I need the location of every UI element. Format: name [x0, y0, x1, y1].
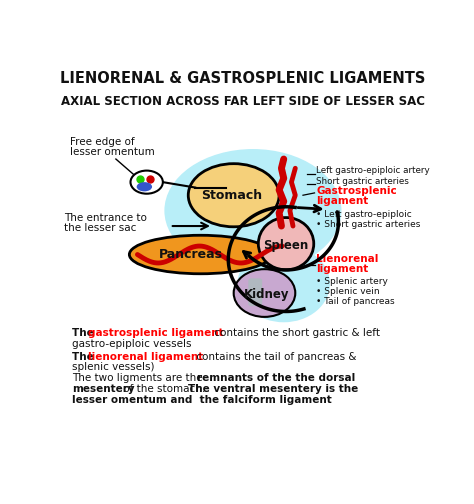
Text: ligament: ligament — [316, 197, 368, 207]
Text: Pancreas: Pancreas — [159, 248, 223, 261]
Ellipse shape — [237, 245, 330, 322]
Text: LIENORENAL & GASTROSPLENIC LIGAMENTS: LIENORENAL & GASTROSPLENIC LIGAMENTS — [60, 71, 426, 86]
Text: splenic vessels): splenic vessels) — [72, 362, 155, 372]
Text: AXIAL SECTION ACROSS FAR LEFT SIDE OF LESSER SAC: AXIAL SECTION ACROSS FAR LEFT SIDE OF LE… — [61, 95, 425, 108]
Text: • Splenic artery: • Splenic artery — [316, 277, 388, 286]
Text: The two ligments are the: The two ligments are the — [72, 373, 206, 383]
Text: The ventral mesentery is the: The ventral mesentery is the — [188, 384, 358, 394]
FancyBboxPatch shape — [248, 278, 262, 306]
Text: contains the tail of pancreas &: contains the tail of pancreas & — [193, 352, 356, 361]
Ellipse shape — [188, 164, 279, 227]
Text: lienorenal ligament: lienorenal ligament — [88, 352, 203, 361]
Text: Gastrosplenic: Gastrosplenic — [316, 186, 397, 197]
Ellipse shape — [129, 235, 272, 274]
Text: mesentery: mesentery — [72, 384, 135, 394]
Ellipse shape — [258, 218, 314, 270]
Ellipse shape — [137, 182, 152, 192]
Text: Stomach: Stomach — [201, 188, 262, 202]
Text: The: The — [72, 329, 97, 339]
Ellipse shape — [164, 149, 341, 272]
Text: • Left gastro-epiploic: • Left gastro-epiploic — [316, 210, 412, 219]
Text: Free edge of: Free edge of — [70, 138, 134, 148]
Text: the lesser sac: the lesser sac — [64, 223, 137, 233]
Text: remnants of the the dorsal: remnants of the the dorsal — [198, 373, 356, 383]
Text: • Tail of pancreas: • Tail of pancreas — [316, 297, 395, 306]
Text: Lienorenal: Lienorenal — [316, 254, 378, 264]
Text: lesser omentum and  the falciform ligament: lesser omentum and the falciform ligamen… — [72, 395, 332, 405]
Text: • Short gastric arteries: • Short gastric arteries — [316, 220, 420, 229]
Text: lesser omentum: lesser omentum — [70, 148, 155, 157]
Text: of the stomach.: of the stomach. — [120, 384, 209, 394]
Text: Left gastro-epiploic artery: Left gastro-epiploic artery — [316, 166, 430, 175]
Text: gastrosplenic ligament: gastrosplenic ligament — [88, 329, 224, 339]
Text: ligament: ligament — [316, 264, 368, 274]
Text: The: The — [72, 352, 97, 361]
Text: The entrance to: The entrance to — [64, 213, 147, 223]
Text: gastro-epiploic vessels: gastro-epiploic vessels — [72, 339, 191, 349]
Text: Spleen: Spleen — [264, 239, 309, 252]
Ellipse shape — [130, 170, 163, 194]
Text: contains the short gastric & left: contains the short gastric & left — [211, 329, 380, 339]
Text: Short gastric arteries: Short gastric arteries — [316, 177, 409, 186]
Text: • Splenic vein: • Splenic vein — [316, 287, 380, 296]
Text: Kidney: Kidney — [244, 288, 290, 301]
Ellipse shape — [234, 269, 295, 317]
